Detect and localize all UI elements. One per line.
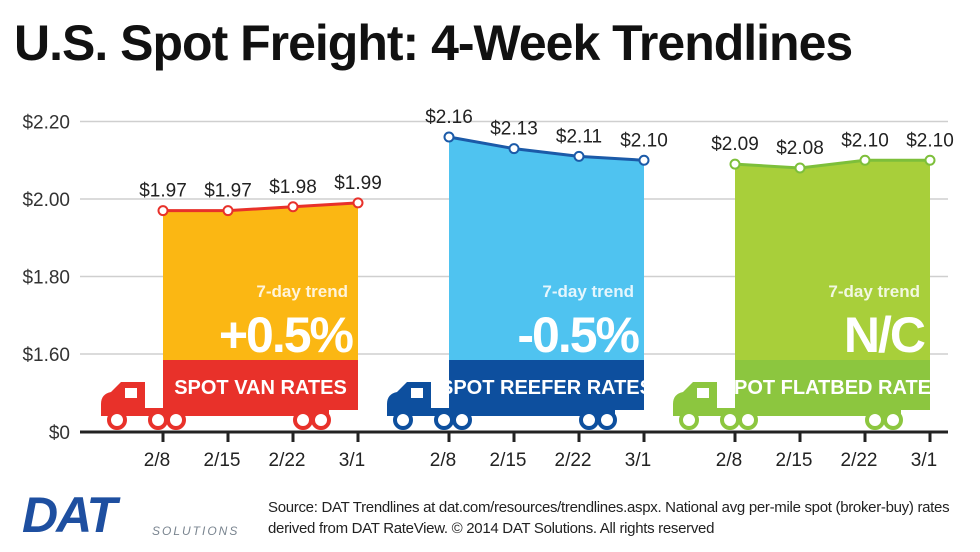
truck-icon [673, 382, 903, 430]
x-tick-label: 2/22 [269, 450, 306, 470]
series-line [448, 135, 645, 162]
panel-spot-van-rates: SPOT VAN RATES 7-day trend +0.5% $1.97 2/8 $1… [101, 173, 382, 470]
truck-chassis [101, 408, 329, 416]
area-fill [449, 137, 644, 410]
area-fill [163, 202, 358, 410]
source-note: Source: DAT Trendlines at dat.com/resour… [268, 499, 950, 537]
data-point [794, 162, 806, 174]
trend-value: N/C [844, 307, 925, 363]
truck-window [411, 388, 423, 398]
x-tick-label: 2/8 [144, 450, 170, 470]
data-point [573, 150, 585, 162]
data-point [157, 205, 169, 217]
x-tick-label: 3/1 [911, 450, 937, 470]
data-point [508, 143, 520, 155]
data-point [638, 154, 650, 166]
panel-spot-reefer-rates: SPOT REEFER RATES 7-day trend -0.5% $2.16 2/… [387, 107, 668, 470]
data-label: $2.09 [711, 134, 759, 155]
y-tick-label: $0 [49, 423, 70, 444]
truck-window [125, 388, 137, 398]
truck-chassis [673, 408, 901, 416]
data-point [352, 197, 364, 209]
truck-wheel [865, 410, 885, 430]
data-label: $1.99 [334, 173, 382, 194]
label-band [163, 360, 358, 410]
series-line [734, 158, 930, 170]
data-label: $2.10 [841, 130, 889, 151]
truck-wheel [679, 410, 699, 430]
series-label: SPOT FLATBED RATES [721, 377, 945, 399]
data-label: $2.10 [620, 130, 668, 151]
x-tick-label: 2/8 [716, 450, 742, 470]
series-label: SPOT VAN RATES [174, 377, 347, 399]
y-tick-label: $1.60 [22, 345, 70, 366]
truck-wheel [311, 410, 331, 430]
truck-wheel [720, 410, 740, 430]
data-point [729, 158, 741, 170]
x-tick-label: 2/15 [490, 450, 527, 470]
series-line [163, 201, 359, 213]
data-label: $2.16 [425, 107, 473, 128]
y-tick-label: $2.20 [22, 113, 70, 134]
y-tick-label: $2.00 [22, 190, 70, 211]
data-point [287, 201, 299, 213]
data-label: $1.98 [269, 177, 317, 198]
truck-wheel [883, 410, 903, 430]
truck-chassis [387, 408, 615, 416]
data-point [443, 131, 455, 143]
x-tick-label: 2/22 [555, 450, 592, 470]
truck-wheel [293, 410, 313, 430]
truck-icon [101, 382, 331, 430]
x-tick-label: 2/22 [841, 450, 878, 470]
data-label: $2.08 [776, 138, 824, 159]
truck-icon [387, 382, 617, 430]
truck-wheel [148, 410, 168, 430]
data-label: $1.97 [204, 181, 252, 202]
trend-value: -0.5% [517, 307, 639, 363]
dat-logo: DAT SOLUTIONS [22, 486, 237, 544]
x-tick-label: 2/15 [776, 450, 813, 470]
truck-cab [101, 382, 145, 410]
logo-text: DAT [22, 487, 117, 543]
data-label: $2.11 [556, 126, 602, 147]
label-band [449, 360, 644, 410]
x-tick-label: 2/15 [204, 450, 241, 470]
truck-wheel [434, 410, 454, 430]
x-tick-label: 2/8 [430, 450, 456, 470]
truck-wheel [107, 410, 127, 430]
truck-wheel [393, 410, 413, 430]
truck-wheel [166, 410, 186, 430]
data-point [924, 154, 936, 166]
trend-label: 7-day trend [828, 282, 920, 301]
truck-wheel [597, 410, 617, 430]
series-label: SPOT REEFER RATES [440, 377, 653, 399]
chart-title: U.S. Spot Freight: 4-Week Trendlines [14, 15, 853, 71]
y-tick-label: $1.80 [22, 268, 70, 289]
x-tick-label: 3/1 [625, 450, 651, 470]
data-label: $2.13 [490, 119, 538, 140]
truck-wheel [738, 410, 758, 430]
data-label: $1.97 [139, 181, 187, 202]
truck-wheel [579, 410, 599, 430]
truck-window [697, 388, 709, 398]
x-tick-label: 3/1 [339, 450, 365, 470]
data-label: $2.10 [906, 130, 954, 151]
chart: $0 $1.60 $1.80 $2.00 $2.20 SPOT VAN RATES 7-da… [22, 107, 954, 470]
truck-cab [387, 382, 431, 410]
trend-label: 7-day trend [256, 282, 348, 301]
trend-value: +0.5% [219, 307, 354, 363]
truck-wheel [452, 410, 472, 430]
trend-label: 7-day trend [542, 282, 634, 301]
panel-spot-flatbed-rates: SPOT FLATBED RATES 7-day trend N/C $2.09 2/8… [673, 130, 954, 470]
logo-subtext: SOLUTIONS [152, 524, 240, 538]
data-point [222, 205, 234, 217]
truck-cab [673, 382, 717, 410]
label-band [735, 360, 930, 410]
area-fill [735, 160, 930, 410]
data-point [859, 154, 871, 166]
